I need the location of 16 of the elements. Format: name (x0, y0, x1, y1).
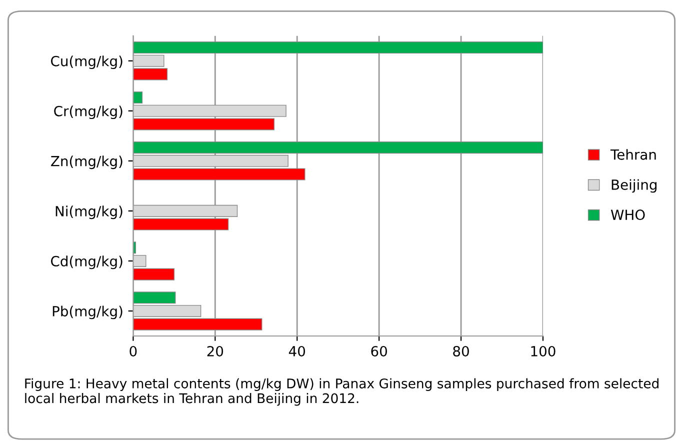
legend-label: WHO (610, 210, 645, 220)
legend-label: Beijing (612, 179, 656, 193)
y-tick-label: Cr(mg/kg) (54, 106, 122, 120)
y-tick-label: Pb(mg/kg) (52, 306, 122, 320)
x-tick-label: 100 (531, 346, 556, 356)
x-tick-label: 60 (371, 346, 387, 356)
y-tick-label: Ni(mg/kg) (56, 206, 122, 220)
y-tick-label: Cu(mg/kg) (51, 56, 122, 70)
x-tick-label: 0 (130, 346, 137, 356)
x-tick-label: 20 (207, 346, 224, 356)
legend-label: Tehran (610, 149, 656, 160)
y-tick-label: Zn(mg/kg) (51, 156, 122, 170)
y-tick-label: Cd(mg/kg) (51, 256, 122, 270)
x-tick-label: 80 (453, 346, 469, 356)
x-tick-label: 40 (288, 346, 306, 356)
caption: Figure 1: Heavy metal contents (mg/kg DW) in Panax Ginseng samples purchased from selected local herbal markets in Tehran and Beijing in 2012. (25, 378, 658, 406)
